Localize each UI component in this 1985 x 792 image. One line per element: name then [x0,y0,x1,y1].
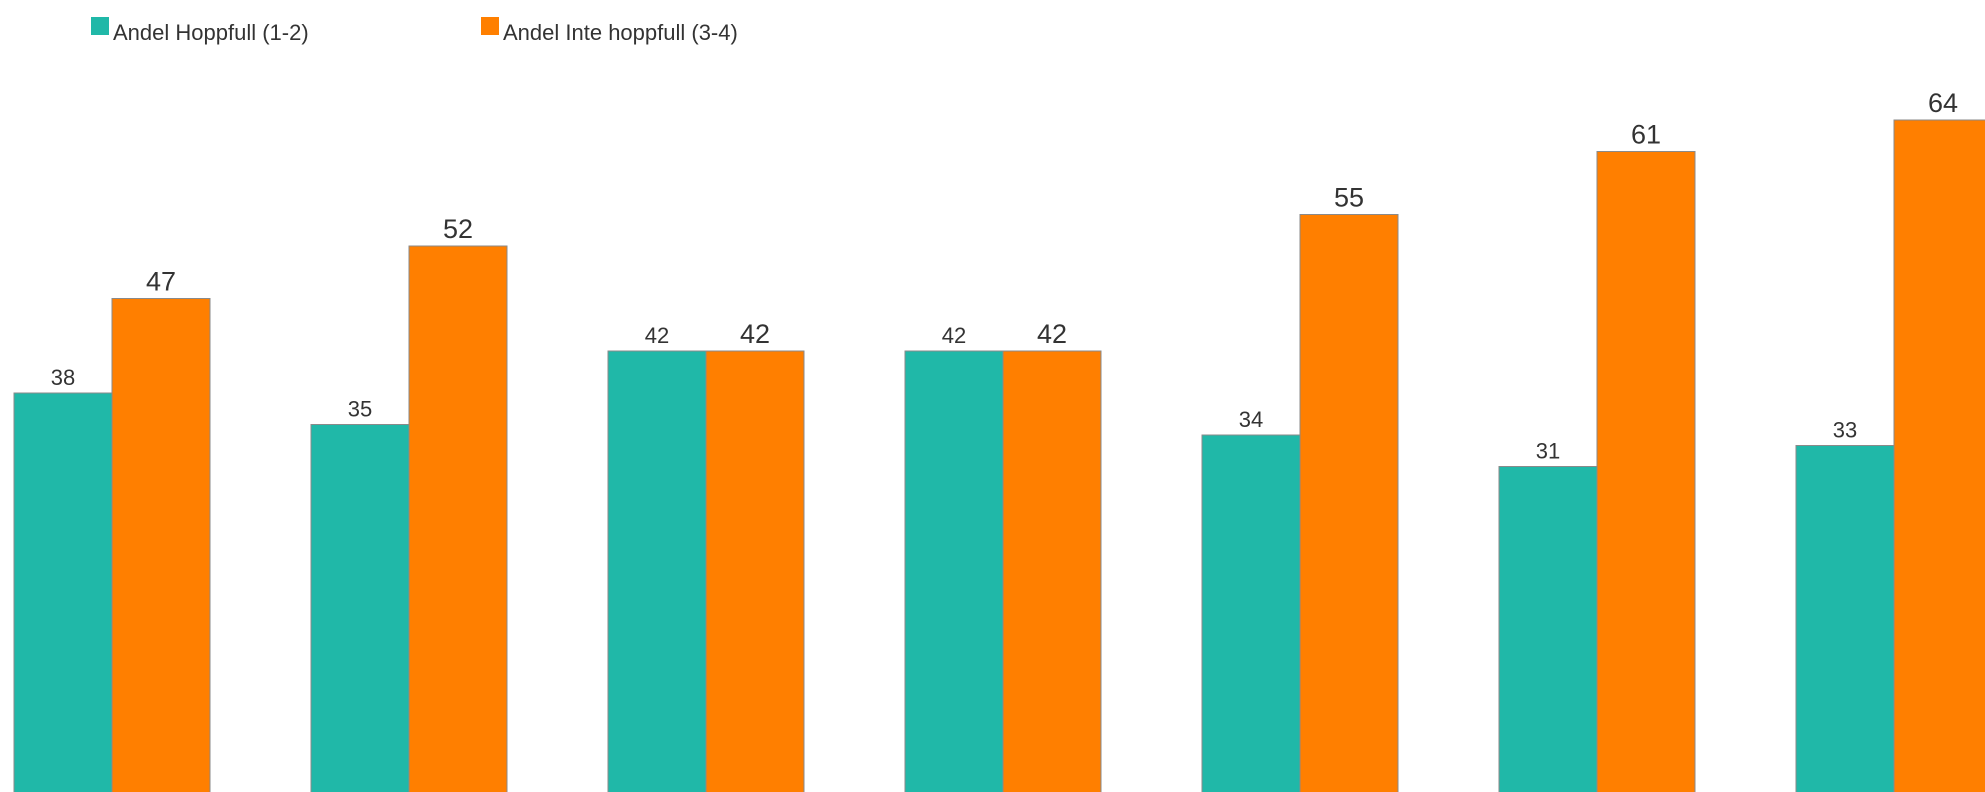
plot-area: 38 47 35 52 42 42 42 42 34 55 31 61 33 64 [13,88,1985,792]
legend-swatch-hoppfull [91,17,109,35]
bar-hoppfull-1 [13,392,113,792]
bar-group-1: 38 47 [13,267,211,792]
bar-inte-hoppfull-7 [1893,119,1985,792]
bar-inte-hoppfull-2 [408,245,508,792]
bar-hoppfull-6 [1498,466,1598,792]
data-label-hoppfull-6: 31 [1536,439,1560,464]
data-label-inte-hoppfull-2: 52 [443,214,473,244]
bar-hoppfull-7 [1795,445,1895,792]
data-label-hoppfull-1: 38 [51,365,75,390]
bar-inte-hoppfull-6 [1596,151,1696,792]
bar-inte-hoppfull-5 [1299,214,1399,792]
legend-label-inte-hoppfull: Andel Inte hoppfull (3-4) [503,20,738,45]
legend-swatch-inte-hoppfull [481,17,499,35]
bar-hoppfull-2 [310,424,410,792]
bar-hoppfull-3 [607,350,707,792]
data-label-inte-hoppfull-4: 42 [1037,319,1067,349]
bar-hoppfull-5 [1201,434,1301,792]
data-label-inte-hoppfull-5: 55 [1334,183,1364,213]
bar-group-4: 42 42 [904,319,1102,792]
data-label-hoppfull-4: 42 [942,323,966,348]
data-label-inte-hoppfull-7: 64 [1928,88,1958,118]
data-label-hoppfull-7: 33 [1833,418,1857,443]
data-label-hoppfull-3: 42 [645,323,669,348]
bar-inte-hoppfull-1 [111,298,211,792]
data-label-inte-hoppfull-1: 47 [146,267,176,297]
bar-group-7: 33 64 [1795,88,1985,792]
legend: Andel Hoppfull (1-2) Andel Inte hoppfull… [91,17,738,45]
bar-group-5: 34 55 [1201,183,1399,792]
data-label-inte-hoppfull-3: 42 [740,319,770,349]
data-label-hoppfull-5: 34 [1239,407,1263,432]
data-label-hoppfull-2: 35 [348,397,372,422]
bar-inte-hoppfull-3 [705,350,805,792]
legend-label-hoppfull: Andel Hoppfull (1-2) [113,20,309,45]
bar-inte-hoppfull-4 [1002,350,1102,792]
data-label-inte-hoppfull-6: 61 [1631,120,1661,150]
bar-group-3: 42 42 [607,319,805,792]
bar-group-2: 35 52 [310,214,508,792]
bar-hoppfull-4 [904,350,1004,792]
bar-group-6: 31 61 [1498,120,1696,792]
